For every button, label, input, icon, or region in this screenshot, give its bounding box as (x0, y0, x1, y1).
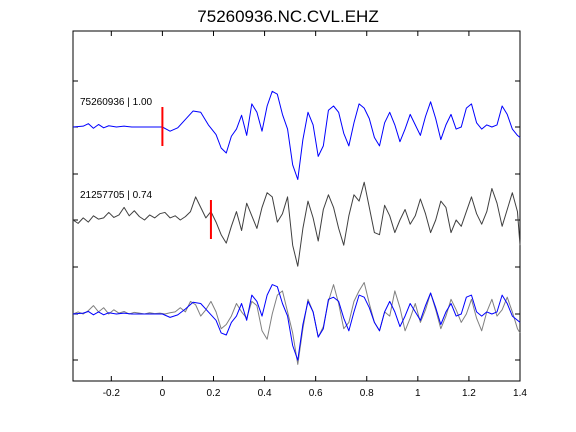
x-tick-label: 0.4 (258, 388, 272, 399)
x-tick-label: 1 (415, 388, 421, 399)
x-tick-label: -0.2 (103, 388, 121, 399)
x-tick-label: 1.2 (462, 388, 476, 399)
trace-line-2 (72, 181, 521, 267)
plot-frame (72, 30, 521, 382)
x-tick-label: 0 (160, 388, 166, 399)
trace-label-1: 75260936 | 1.00 (80, 97, 153, 108)
x-axis: -0.2 0 0.2 0.4 0.6 0.8 1 1.2 1.4 (103, 31, 527, 399)
x-tick-label: 0.6 (309, 388, 323, 399)
x-tick-label: 0.8 (360, 388, 374, 399)
trace-label-2: 21257705 | 0.74 (80, 190, 153, 201)
x-tick-label: 1.4 (513, 388, 527, 399)
traces (72, 90, 521, 365)
trace-line-3 (72, 282, 521, 365)
trace-labels: 75260936 | 1.00 21257705 | 0.74 (80, 97, 153, 201)
pick-markers (161, 107, 212, 239)
x-tick-label: 0.2 (207, 388, 221, 399)
trace-line-1 (72, 90, 521, 180)
chart-title: 75260936.NC.CVL.EHZ (197, 7, 378, 26)
trace-line-4 (72, 284, 521, 361)
